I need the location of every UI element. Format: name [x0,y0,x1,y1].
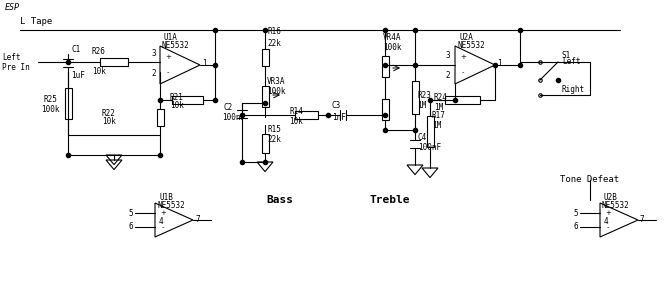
Text: +: + [165,54,171,60]
Text: 5: 5 [128,209,133,218]
Text: 1M: 1M [434,102,444,112]
Bar [412,81,418,114]
Text: U2A: U2A [459,33,473,41]
Text: NE5532: NE5532 [157,202,185,210]
Text: R21: R21 [170,92,184,102]
Text: ESP: ESP [5,4,20,12]
Text: +: + [460,54,466,60]
Bar [262,49,268,66]
Bar [295,111,318,119]
Text: -: - [607,224,610,230]
Text: R17: R17 [432,110,446,120]
Text: 100nF: 100nF [418,144,441,152]
Text: NE5532: NE5532 [602,202,629,210]
Text: R16: R16 [267,28,281,36]
Text: C2: C2 [224,104,233,112]
Text: 4: 4 [159,216,163,226]
Text: 22k: 22k [267,38,281,47]
Text: 10k: 10k [92,67,106,75]
Text: R24: R24 [434,92,448,102]
Text: 100k: 100k [41,104,60,113]
Text: VR3A: VR3A [267,78,286,86]
Bar [64,88,72,119]
Text: NE5532: NE5532 [162,41,190,51]
Bar [382,99,388,120]
Text: C1: C1 [71,46,80,54]
Text: NE5532: NE5532 [457,41,485,51]
Text: 2: 2 [151,68,156,78]
Text: 22k: 22k [267,136,281,144]
Text: R14: R14 [289,107,303,117]
Text: R23: R23 [417,91,431,99]
Text: 6: 6 [128,222,133,231]
Text: Bass: Bass [266,195,293,205]
Text: 7: 7 [640,215,645,224]
Text: 10k: 10k [170,102,184,110]
Text: R25: R25 [43,96,57,104]
Text: -: - [461,70,464,75]
Text: 3: 3 [446,51,450,59]
Text: Left: Left [562,57,580,67]
Text: 100k: 100k [383,43,402,52]
Text: 1uF: 1uF [71,72,85,81]
Text: 100k: 100k [267,88,286,96]
Text: Treble: Treble [370,195,410,205]
Text: R26: R26 [92,47,106,57]
Text: 2: 2 [446,70,450,80]
Text: VR4A: VR4A [383,33,402,41]
Bar [426,115,434,147]
Text: +: + [605,210,611,216]
Text: Tone Defeat: Tone Defeat [560,176,619,184]
Text: +: + [160,210,166,216]
Text: 3: 3 [151,49,156,57]
Text: Right: Right [562,86,585,94]
Text: Pre In: Pre In [2,62,30,72]
Text: 1M: 1M [432,120,442,130]
Text: 100nF: 100nF [222,113,245,123]
Text: U1A: U1A [164,33,178,41]
Text: U2B: U2B [604,192,618,202]
Bar [262,86,268,107]
Text: 10k: 10k [289,117,303,126]
Bar [382,56,388,77]
Text: 5: 5 [574,209,578,218]
Text: 4: 4 [604,216,609,226]
Bar [262,134,268,153]
Text: 1: 1 [497,59,501,67]
Bar [173,96,203,104]
Text: 6: 6 [574,222,578,231]
Text: -: - [162,224,164,230]
Text: Left: Left [2,52,21,62]
Text: L Tape: L Tape [20,17,52,25]
Bar [445,96,480,104]
Text: C3: C3 [332,102,341,110]
Bar [157,109,163,126]
Bar [100,58,128,66]
Text: C4: C4 [418,133,427,142]
Text: R15: R15 [267,126,281,134]
Text: S1: S1 [562,51,571,59]
Text: -: - [167,70,169,75]
Text: R22: R22 [102,109,116,118]
Text: 10k: 10k [102,118,116,126]
Text: 7: 7 [195,215,200,224]
Text: 1nF: 1nF [332,112,346,121]
Text: 1M: 1M [417,101,426,110]
Text: 1: 1 [202,59,207,67]
Text: U1B: U1B [159,192,173,202]
